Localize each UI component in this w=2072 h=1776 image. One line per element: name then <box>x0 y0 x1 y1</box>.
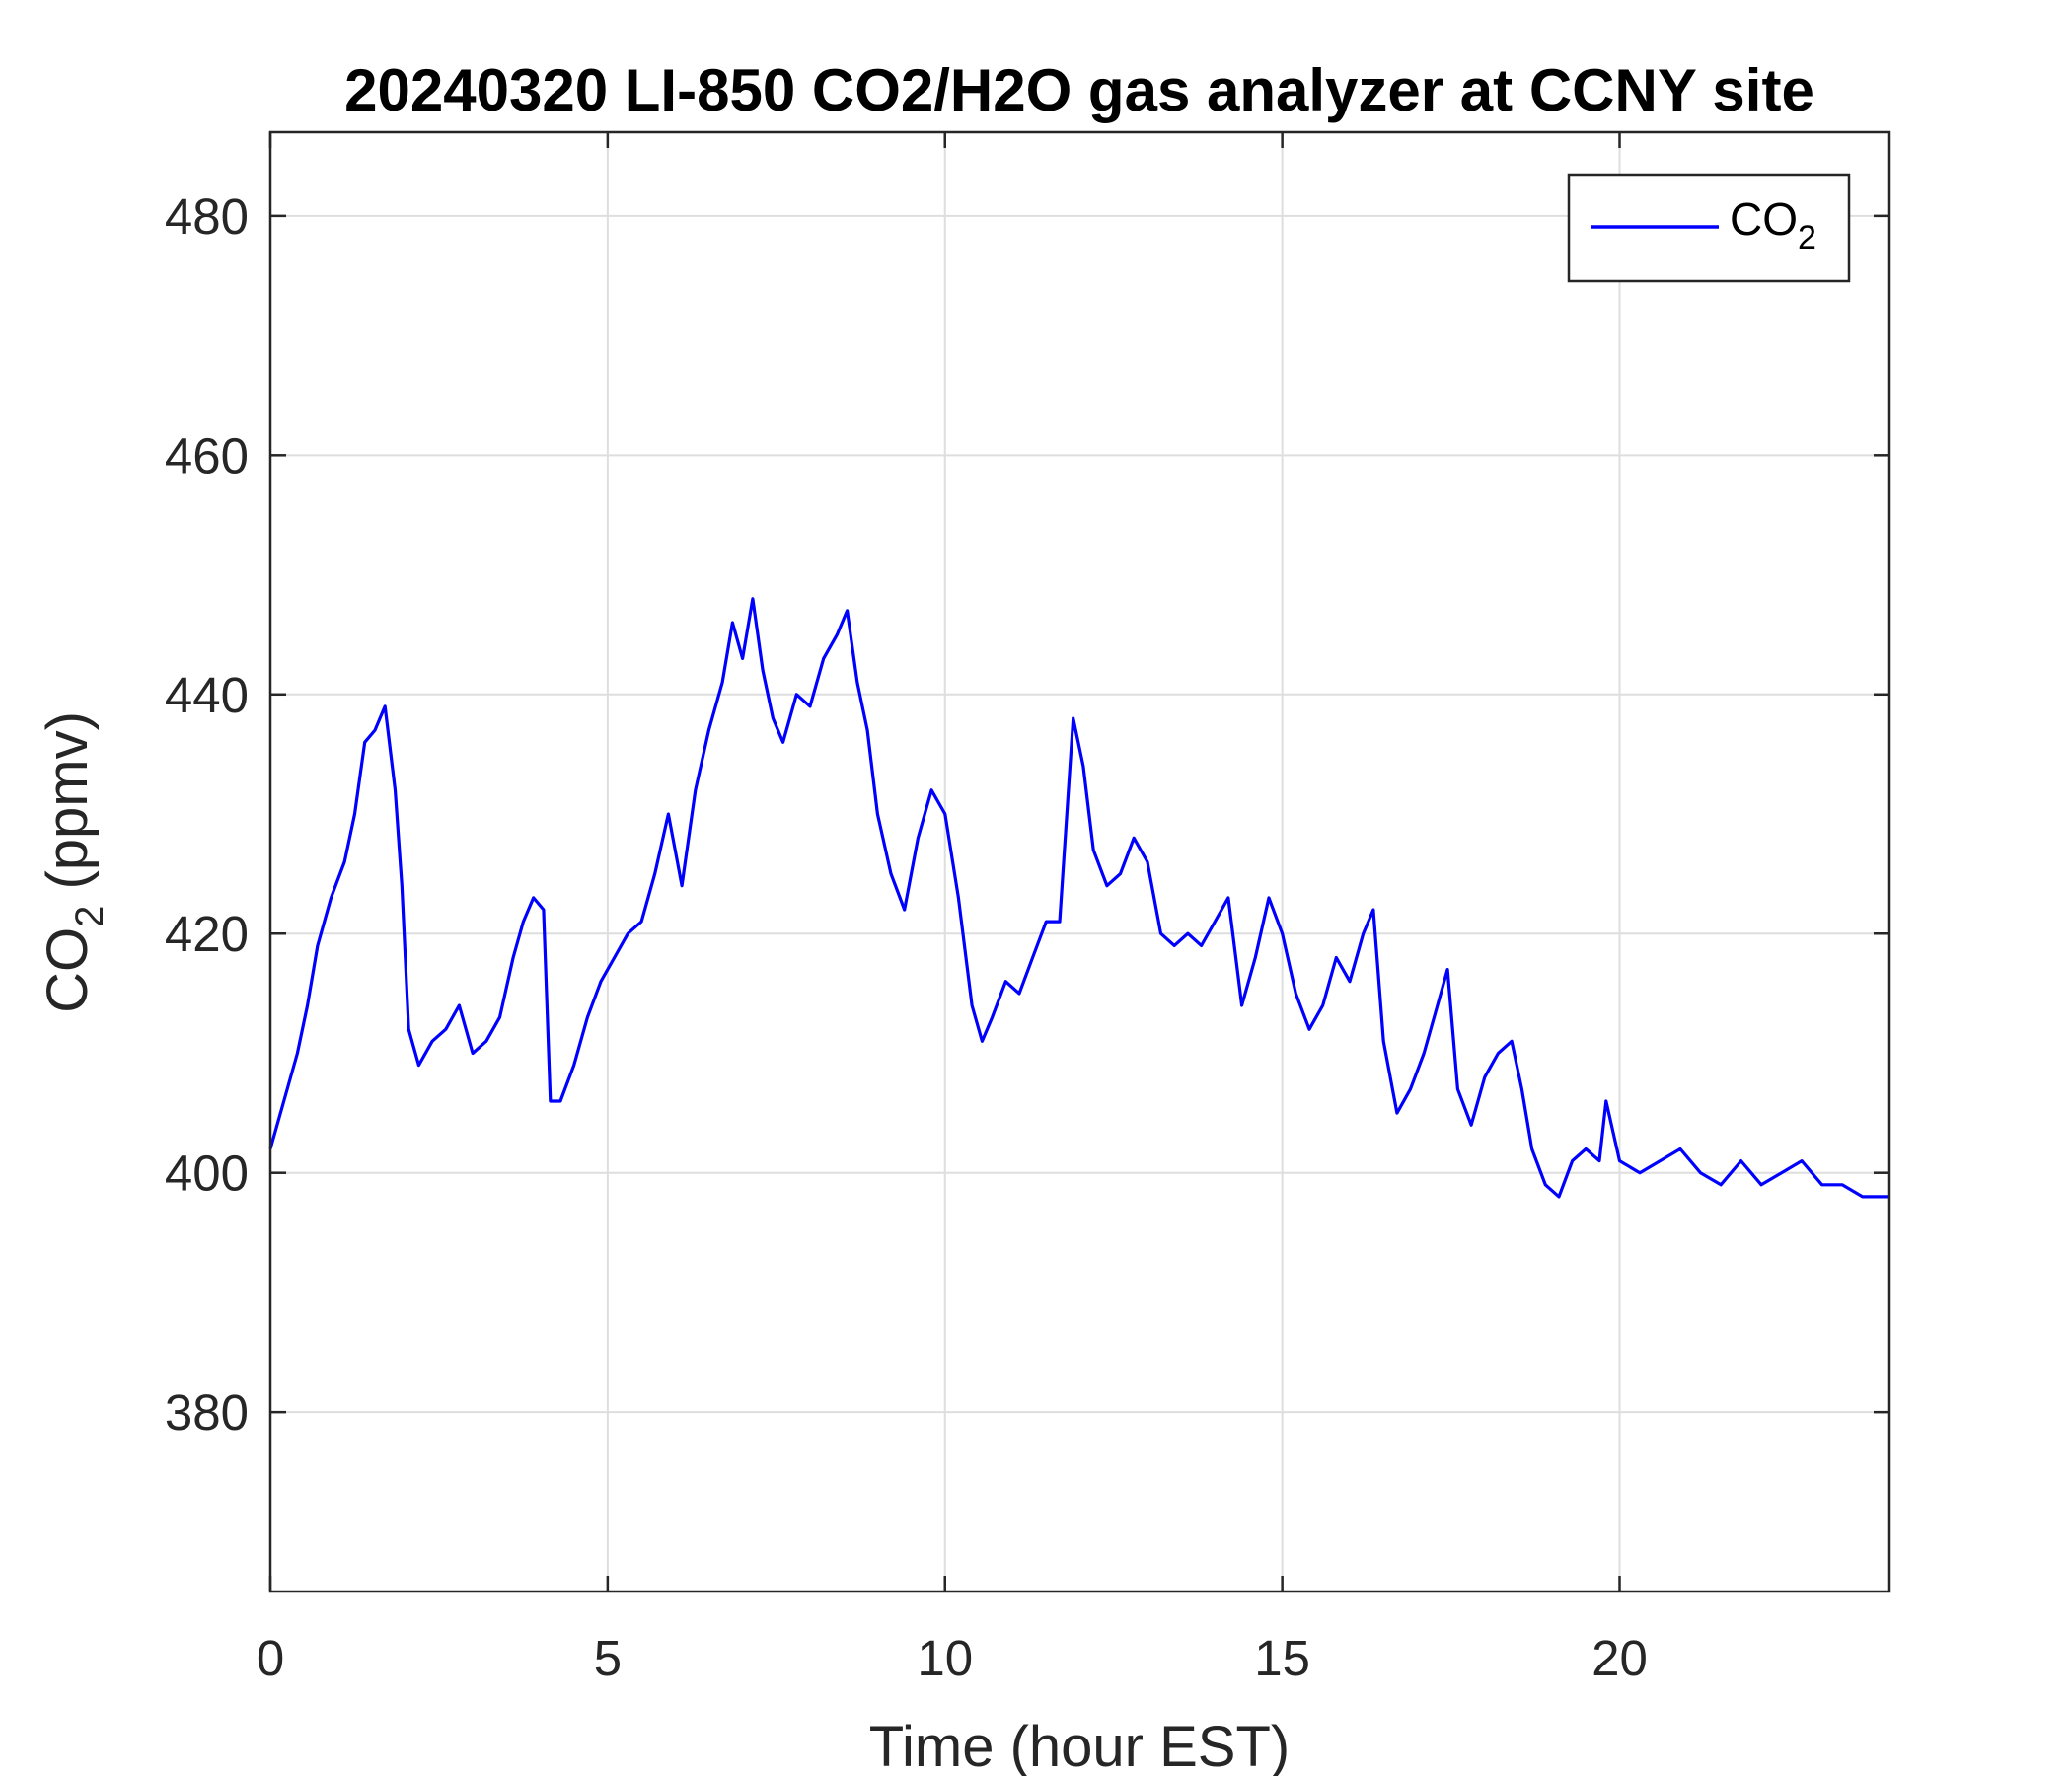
x-tick-label: 5 <box>594 1630 622 1686</box>
y-axis-label-units: (ppmv) <box>36 711 100 906</box>
y-tick-label: 380 <box>165 1384 249 1441</box>
y-tick-label: 420 <box>165 906 249 962</box>
plot-area <box>270 132 1889 1591</box>
y-tick-label: 400 <box>165 1146 249 1202</box>
y-axis-label-group: CO2 (ppmv) <box>36 711 111 1013</box>
legend-label-subscript: 2 <box>1798 219 1816 257</box>
x-tick-label: 15 <box>1254 1630 1310 1686</box>
x-tick-label: 20 <box>1591 1630 1648 1686</box>
legend-label-base: CO <box>1730 193 1798 245</box>
y-axis-label: CO2 (ppmv) <box>36 711 111 1013</box>
tick-marks <box>268 132 1889 1591</box>
y-tick-label: 460 <box>165 427 249 483</box>
series-line-co2 <box>268 597 1889 1199</box>
y-tick-label: 440 <box>165 667 249 723</box>
x-tick-labels: 0 5 10 15 20 <box>257 1630 1648 1686</box>
legend-entry-co2: CO2 <box>1730 193 1816 257</box>
plot-frame <box>268 130 1891 1593</box>
x-axis-label: Time (hour EST) <box>869 1715 1290 1776</box>
y-tick-label: 480 <box>165 188 249 245</box>
chart-title: 20240320 LI-850 CO2/H2O gas analyzer at … <box>344 57 1814 123</box>
y-tick-labels: 380 400 420 440 460 480 <box>165 188 249 1441</box>
y-axis-label-base: CO <box>36 927 100 1013</box>
y-axis-label-subscript: 2 <box>68 906 111 927</box>
x-tick-label: 0 <box>257 1630 284 1686</box>
x-tick-label: 10 <box>917 1630 973 1686</box>
legend: CO2 <box>1567 173 1851 283</box>
series-group <box>268 597 1889 1199</box>
